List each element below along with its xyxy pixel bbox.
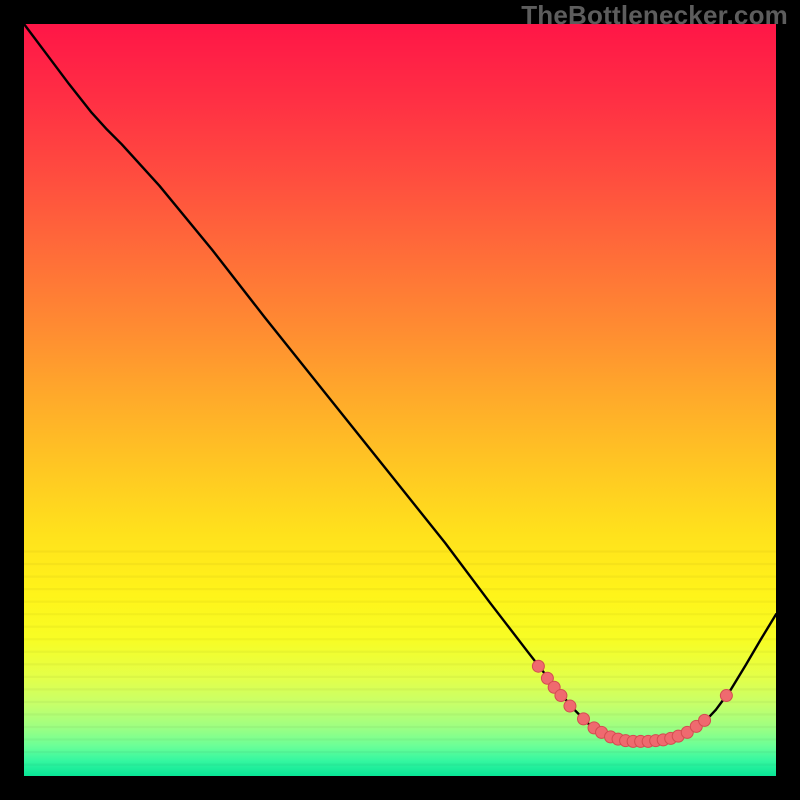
chart-svg bbox=[0, 0, 800, 800]
band-step bbox=[24, 676, 776, 678]
curve-marker bbox=[577, 713, 589, 725]
band-step bbox=[24, 601, 776, 603]
curve-marker bbox=[555, 690, 567, 702]
band-step bbox=[24, 588, 776, 590]
band-step bbox=[24, 688, 776, 690]
band-step bbox=[24, 663, 776, 665]
band-step bbox=[24, 575, 776, 577]
band-step bbox=[24, 763, 776, 765]
band-step bbox=[24, 701, 776, 703]
band-step bbox=[24, 613, 776, 615]
band-step bbox=[24, 726, 776, 728]
curve-marker bbox=[720, 690, 732, 702]
band-step bbox=[24, 751, 776, 753]
curve-marker bbox=[699, 714, 711, 726]
band-step bbox=[24, 550, 776, 552]
chart-root: TheBottlenecker.com bbox=[0, 0, 800, 800]
band-step bbox=[24, 713, 776, 715]
band-step bbox=[24, 638, 776, 640]
curve-marker bbox=[564, 700, 576, 712]
curve-marker bbox=[532, 660, 544, 672]
band-step bbox=[24, 563, 776, 565]
band-step bbox=[24, 651, 776, 653]
band-step bbox=[24, 626, 776, 628]
